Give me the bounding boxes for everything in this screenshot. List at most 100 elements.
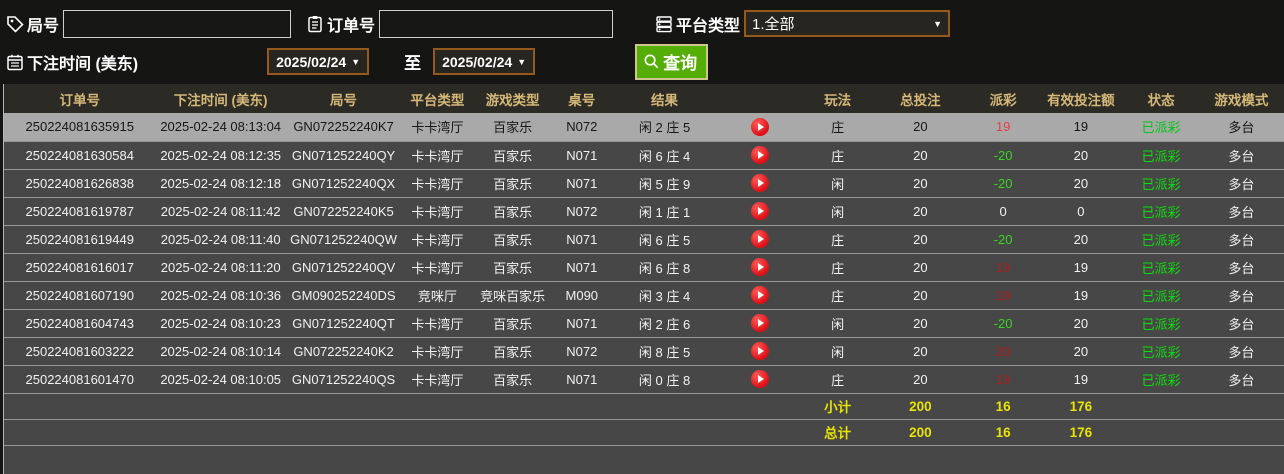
cell-table-number: N071 <box>566 175 598 191</box>
cell-play-type: 庄 <box>831 372 845 388</box>
round-number-input[interactable] <box>63 9 292 38</box>
summary-total-bet: 200 <box>909 424 932 440</box>
date-range-to-label: 至 <box>404 54 422 73</box>
cell-game-mode: 多台 <box>1228 232 1255 248</box>
cell-total-bet: 20 <box>913 119 928 135</box>
cell-status: 已派彩 <box>1141 176 1181 192</box>
cell-payout: -20 <box>993 315 1013 331</box>
cell-bet-time: 2025-02-24 08:12:35 <box>160 147 282 163</box>
cell-bet-time: 2025-02-24 08:11:40 <box>160 231 281 247</box>
table-row[interactable]: 250224081630584 2025-02-24 08:12:35 GN07… <box>4 141 1284 169</box>
date-to-select[interactable]: 2025/02/24 ▼ <box>433 48 536 75</box>
cell-order-number: 250224081601470 <box>25 371 134 387</box>
cell-replay <box>717 169 802 197</box>
table-row[interactable]: 250224081619787 2025-02-24 08:11:42 GN07… <box>4 197 1284 225</box>
table-body: 250224081635915 2025-02-24 08:13:04 GN07… <box>4 113 1284 445</box>
cell-round-number: GN072252240K7 <box>293 119 394 135</box>
cell-play-type: 闲 <box>831 204 845 220</box>
table-row[interactable]: 250224081603222 2025-02-24 08:10:14 GN07… <box>4 337 1284 365</box>
cell-total-bet: 20 <box>913 343 928 359</box>
cell-game-type: 百家乐 <box>493 232 533 248</box>
column-header: 状态 <box>1123 84 1199 113</box>
replay-play-button[interactable] <box>750 230 769 248</box>
cell-table-number: M090 <box>565 287 599 303</box>
cell-game-mode: 多台 <box>1228 120 1255 136</box>
cell-status: 已派彩 <box>1141 120 1181 136</box>
column-header: 订单号 <box>4 84 156 113</box>
cell-payout: -20 <box>993 231 1013 247</box>
table-row[interactable]: 250224081601470 2025-02-24 08:10:05 GN07… <box>4 365 1284 393</box>
cell-platform-type: 竞咪厅 <box>417 288 457 304</box>
replay-play-button[interactable] <box>750 174 769 192</box>
replay-play-button[interactable] <box>750 258 769 276</box>
cell-result: 闲 6 庄 5 <box>638 232 691 248</box>
cell-total-bet: 20 <box>913 371 928 387</box>
cell-status: 已派彩 <box>1141 344 1181 360</box>
cell-platform-type: 卡卡湾厅 <box>411 148 464 164</box>
cell-replay <box>717 113 802 141</box>
column-header: 下注时间 (美东) <box>155 84 286 113</box>
cell-game-type: 百家乐 <box>493 372 533 388</box>
cell-total-bet: 20 <box>913 175 928 191</box>
summary-spacer <box>1123 393 1284 419</box>
cell-platform-type: 卡卡湾厅 <box>411 260 464 276</box>
orders-table: 订单号 下注时间 (美东) 局号 平台类型 游戏类型 桌号 结果 玩法 总投注 派彩 有效投注额 状态… <box>4 84 1284 446</box>
cell-table-number: N072 <box>566 203 598 219</box>
cell-total-bet: 20 <box>913 259 928 275</box>
cell-order-number: 250224081604743 <box>25 315 134 331</box>
cell-total-bet: 20 <box>913 147 928 163</box>
replay-play-button[interactable] <box>750 342 769 360</box>
cell-bet-time: 2025-02-24 08:12:18 <box>160 175 282 191</box>
cell-result: 闲 8 庄 5 <box>638 344 691 360</box>
cell-play-type: 闲 <box>831 316 845 332</box>
cell-table-number: N071 <box>566 259 598 275</box>
cell-valid-bet: 19 <box>1073 119 1089 135</box>
cell-game-mode: 多台 <box>1228 260 1255 276</box>
replay-play-button[interactable] <box>750 286 769 304</box>
search-button[interactable]: 查询 <box>635 43 709 80</box>
cell-play-type: 庄 <box>831 148 845 164</box>
cell-total-bet: 20 <box>913 203 928 219</box>
order-number-input[interactable] <box>379 9 614 38</box>
cell-valid-bet: 19 <box>1073 259 1089 275</box>
cell-play-type: 闲 <box>831 176 845 192</box>
cell-table-number: N072 <box>566 119 598 135</box>
cell-bet-time: 2025-02-24 08:10:36 <box>160 287 282 303</box>
table-row[interactable]: 250224081619449 2025-02-24 08:11:40 GN07… <box>4 225 1284 253</box>
cell-result: 闲 5 庄 9 <box>638 176 691 192</box>
table-row[interactable]: 250224081635915 2025-02-24 08:13:04 GN07… <box>4 113 1284 141</box>
cell-result: 闲 6 庄 4 <box>638 148 691 164</box>
replay-play-button[interactable] <box>750 117 769 136</box>
platform-type-select[interactable]: 1.全部 ▼ <box>744 10 951 37</box>
replay-play-button[interactable] <box>750 202 769 220</box>
table-row[interactable]: 250224081607190 2025-02-24 08:10:36 GM09… <box>4 281 1284 309</box>
table-row[interactable]: 250224081626838 2025-02-24 08:12:18 GN07… <box>4 169 1284 197</box>
cell-replay <box>717 141 802 169</box>
cell-bet-time: 2025-02-24 08:11:20 <box>160 259 281 275</box>
cell-game-mode: 多台 <box>1228 204 1255 220</box>
cell-game-mode: 多台 <box>1228 176 1255 192</box>
column-header: 结果 <box>611 84 718 113</box>
replay-play-button[interactable] <box>750 370 769 388</box>
cell-replay <box>717 337 802 365</box>
cell-result: 闲 3 庄 4 <box>638 288 691 304</box>
cell-game-type: 百家乐 <box>493 316 533 332</box>
platform-type-value: 1.全部 <box>752 16 795 33</box>
cell-valid-bet: 20 <box>1073 315 1089 331</box>
table-row[interactable]: 250224081604743 2025-02-24 08:10:23 GN07… <box>4 309 1284 337</box>
cell-total-bet: 20 <box>913 287 928 303</box>
cell-platform-type: 卡卡湾厅 <box>411 232 464 248</box>
summary-spacer <box>4 393 802 419</box>
replay-play-button[interactable] <box>750 314 769 332</box>
cell-order-number: 250224081630584 <box>25 147 134 163</box>
column-header: 局号 <box>285 84 402 113</box>
summary-spacer <box>4 419 802 445</box>
cell-order-number: 250224081607190 <box>25 287 134 303</box>
cell-play-type: 庄 <box>831 288 845 304</box>
date-from-select[interactable]: 2025/02/24 ▼ <box>267 48 370 75</box>
filter-bar: 局号 订单号 平台类型 1.全部 ▼ 下注时间 (美东) 2025/02/24 … <box>0 0 1284 84</box>
table-row[interactable]: 250224081616017 2025-02-24 08:11:20 GN07… <box>4 253 1284 281</box>
round-number-label: 局号 <box>27 17 60 35</box>
replay-play-button[interactable] <box>750 146 769 164</box>
cell-game-type: 百家乐 <box>493 344 533 360</box>
